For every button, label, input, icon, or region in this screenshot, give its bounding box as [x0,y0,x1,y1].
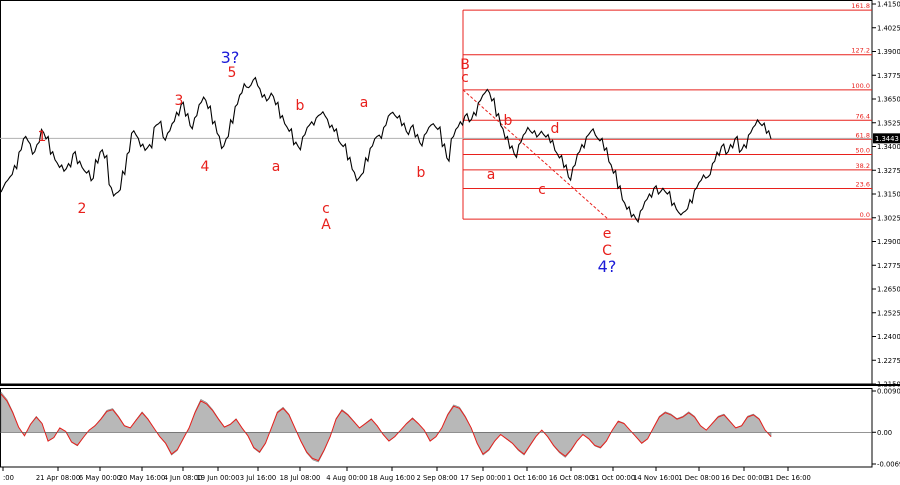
fib-level-label: 0.0 [860,211,870,219]
time-axis-label: 4 Aug 00:00 [326,474,368,482]
price-panel[interactable]: 0.0 23.6 38.2 50.0 61.8 76.4 100.0 127.2 161.8 1 2… [0,0,873,385]
wave-label: b [504,113,513,129]
fib-level-label: 100.0 [851,82,870,90]
fib-level-label: 23.6 [856,180,870,188]
wave-label: 1 [38,129,47,145]
wave-label: 4 [201,159,210,175]
price-axis-label: 1.3900 [877,48,900,56]
price-axis-label: 1.2775 [877,262,900,270]
wave-label: c [322,201,330,217]
time-axis-label: 21 Apr 08:00 [36,474,80,482]
fib-level-label: 161.8 [851,2,870,10]
time-axis-label: 6 May 00:00 [79,474,121,482]
wave-label: a [487,167,496,183]
price-axis-label: 1.2900 [877,238,900,246]
time-axis-label: 17 Sep 00:00 [460,474,505,482]
price-axis-label: 1.3025 [877,214,900,222]
time-axis-label: 31 Dec 16:00 [765,474,811,482]
fib-level-label: 50.0 [856,146,870,154]
fib-level-label: 76.4 [856,112,870,120]
fib-level-label: 61.8 [856,131,870,139]
wave-label: C [602,243,612,259]
wave-label: b [417,165,426,181]
wave-label: 3 [175,93,184,109]
fib-diagonal [462,89,609,220]
wave-label: A [321,217,331,233]
time-axis-label: 1 Dec 08:00 [678,474,719,482]
current-price-badge [873,133,900,144]
wave-label: d [551,121,560,137]
price-axis-label: 1.2275 [877,357,900,365]
price-axis-label: 1.3275 [877,167,900,175]
oscillator-histogram [0,391,772,463]
price-axis-label: 1.4025 [877,24,900,32]
price-axis-label: 1.2400 [877,333,900,341]
wave-label: e [603,226,612,242]
price-series-line [0,76,772,224]
time-axis-label: 1 Oct 16:00 [507,474,547,482]
time-axis-label: 18 Jul 08:00 [280,474,321,482]
time-axis-label: 31 Oct 00:00 [591,474,635,482]
wave-label: B [460,57,470,73]
wave-label: a [360,95,369,111]
time-axis-label: 2 Sep 08:00 [416,474,457,482]
oscillator-axis-label: 0.00901 [877,388,900,396]
time-axis-label: 16 Oct 08:00 [549,474,593,482]
oscillator-signal-line [0,393,772,462]
price-axis-label: 1.3400 [877,143,900,151]
fib-level-label: 38.2 [856,162,870,170]
price-axis-label: 1.3650 [877,96,900,104]
price-axis-label: 1.4150 [877,1,900,9]
time-axis-label: 3 Jul 16:00 [240,474,276,482]
oscillator-axis-label: -0.00692 [877,461,900,469]
price-axis-label: 1.3525 [877,119,900,127]
wave-label: c [538,182,546,198]
wave-label: c [461,70,469,86]
price-panel-border [0,0,873,385]
price-axis-label: 1.3150 [877,191,900,199]
time-axis-label: :00 [3,474,14,482]
time-axis-label: 18 Aug 16:00 [369,474,415,482]
wave-label: 2 [78,201,87,217]
time-axis-label: 4 Jun 08:00 [164,474,203,482]
wave-label: a [272,159,281,175]
time-axis-label: 20 May 16:00 [119,474,166,482]
price-axis-label: 1.2150 [877,381,900,389]
oscillator-panel[interactable] [0,388,873,468]
oscillator-axis-label: 0.00 [877,429,892,437]
current-price-label: 1.3443 [875,135,899,143]
price-axis-label: 1.2650 [877,286,900,294]
time-axis-label: 14 Nov 16:00 [633,474,679,482]
price-axis-label: 1.2525 [877,309,900,317]
wave-label: 5 [228,65,237,81]
time-axis-label: 19 Jun 00:00 [196,474,239,482]
wave-label: b [296,98,305,114]
time-axis-label: 16 Dec 00:00 [721,474,767,482]
oscillator-panel-border [0,388,873,468]
price-axis-label: 1.3775 [877,72,900,80]
fib-level-label: 127.2 [851,47,870,55]
wave-label: 3? [221,48,240,67]
wave-label: 4? [598,257,617,276]
